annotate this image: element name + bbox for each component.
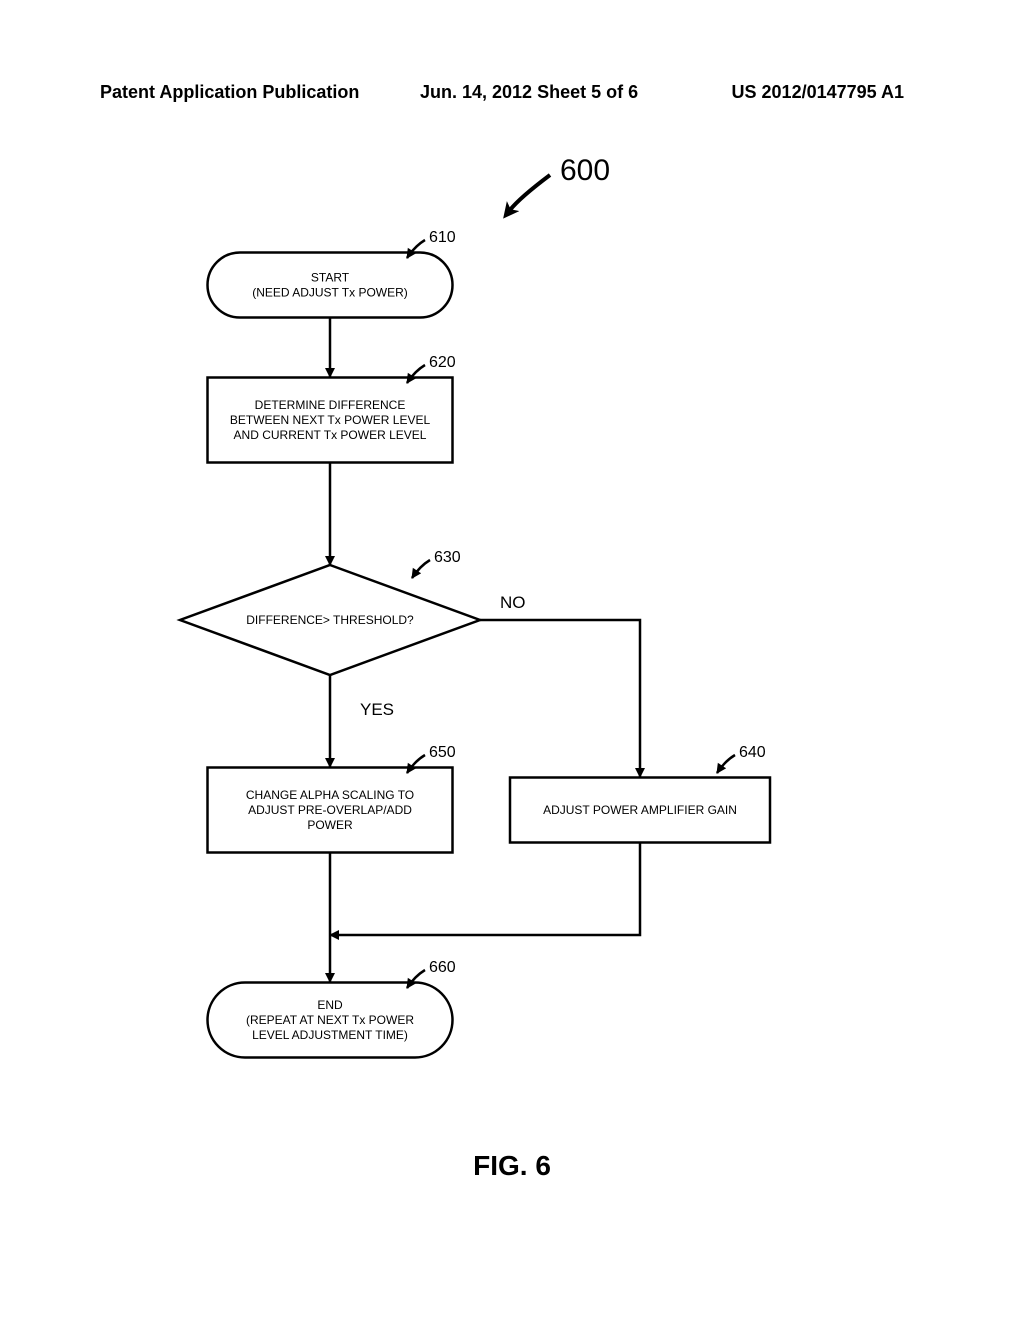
svg-text:ADJUST POWER AMPLIFIER GAIN: ADJUST POWER AMPLIFIER GAIN — [543, 803, 737, 817]
svg-text:630: 630 — [434, 549, 461, 566]
svg-text:CHANGE ALPHA SCALING TO: CHANGE ALPHA SCALING TO — [246, 788, 414, 802]
node-start: START(NEED ADJUST Tx POWER) 610 — [208, 229, 456, 318]
flowchart: 600 YES NO START(NEED ADJUST Tx POWER) 610 DE… — [130, 130, 890, 1130]
node-det: DETERMINE DIFFERENCEBETWEEN NEXT Tx POWE… — [208, 354, 456, 463]
svg-text:610: 610 — [429, 229, 456, 246]
svg-text:ADJUST PRE-OVERLAP/ADD: ADJUST PRE-OVERLAP/ADD — [248, 803, 412, 817]
svg-text:START: START — [311, 271, 350, 285]
svg-text:LEVEL ADJUSTMENT TIME): LEVEL ADJUSTMENT TIME) — [252, 1028, 408, 1042]
svg-text:(NEED ADJUST Tx POWER): (NEED ADJUST Tx POWER) — [252, 286, 408, 300]
svg-text:YES: YES — [360, 700, 394, 719]
svg-text:DIFFERENCE> THRESHOLD?: DIFFERENCE> THRESHOLD? — [246, 613, 414, 627]
svg-text:640: 640 — [739, 744, 766, 761]
svg-text:POWER: POWER — [307, 818, 353, 832]
header-right: US 2012/0147795 A1 — [732, 82, 904, 103]
header-center: Jun. 14, 2012 Sheet 5 of 6 — [420, 82, 638, 103]
svg-text:END: END — [317, 998, 343, 1012]
node-dec: DIFFERENCE> THRESHOLD? 630 — [180, 549, 480, 675]
svg-text:650: 650 — [429, 744, 456, 761]
svg-text:DETERMINE DIFFERENCE: DETERMINE DIFFERENCE — [255, 398, 406, 412]
figure-label: FIG. 6 — [0, 1150, 1024, 1182]
page: Patent Application Publication Jun. 14, … — [0, 0, 1024, 1320]
svg-text:(REPEAT AT NEXT Tx POWER: (REPEAT AT NEXT Tx POWER — [246, 1013, 414, 1027]
header-left: Patent Application Publication — [100, 82, 359, 103]
node-end: END(REPEAT AT NEXT Tx POWERLEVEL ADJUSTM… — [208, 959, 456, 1058]
svg-text:660: 660 — [429, 959, 456, 976]
svg-text:600: 600 — [560, 154, 610, 187]
svg-text:AND CURRENT Tx POWER LEVEL: AND CURRENT Tx POWER LEVEL — [234, 428, 427, 442]
svg-text:620: 620 — [429, 354, 456, 371]
svg-text:BETWEEN NEXT Tx POWER LEVEL: BETWEEN NEXT Tx POWER LEVEL — [230, 413, 431, 427]
svg-text:NO: NO — [500, 593, 526, 612]
node-alpha: CHANGE ALPHA SCALING TOADJUST PRE-OVERLA… — [208, 744, 456, 853]
